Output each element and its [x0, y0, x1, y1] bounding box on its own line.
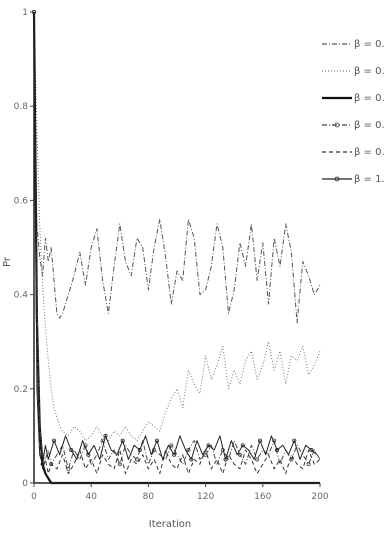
x-tick-label: 160 — [254, 492, 271, 502]
series-point-6 — [172, 452, 177, 457]
x-axis-title: Iteration — [149, 519, 191, 530]
series-point-6 — [223, 457, 228, 462]
y-tick-label: 0.2 — [14, 385, 28, 395]
series-group — [32, 9, 321, 485]
series-point-6 — [103, 433, 108, 438]
series-point-4 — [186, 448, 191, 453]
series-line-4 — [33, 11, 321, 470]
x-tick-label: 200 — [311, 492, 328, 502]
series-line-5 — [33, 11, 321, 475]
series-point-4 — [169, 443, 174, 448]
legend-label-5: β = 0.9 — [354, 147, 384, 158]
series-point-6 — [69, 448, 74, 453]
series-line-2 — [33, 11, 321, 442]
x-tick-label: 0 — [31, 492, 37, 502]
series-point-6 — [120, 438, 125, 443]
series-point-6 — [40, 462, 45, 467]
legend-label-3: β = 0.5 — [354, 93, 384, 104]
series-point-4 — [255, 457, 260, 462]
axes: 0 40 80 120 160 200 0 0.2 0.4 0.6 0.8 1 — [14, 8, 329, 502]
legend-label-2: β = 0.3 — [354, 66, 384, 77]
y-tick-label: 0 — [22, 479, 28, 489]
series-point-6 — [309, 448, 314, 453]
x-tick-label: 120 — [197, 492, 214, 502]
series-point-4 — [117, 462, 122, 467]
series-line-6 — [33, 11, 318, 465]
legend-label-4: β = 0.7 — [354, 120, 384, 131]
y-tick-label: 1 — [22, 8, 28, 18]
series-line-3 — [32, 11, 320, 485]
series-line-1 — [33, 11, 321, 324]
series-point-6 — [240, 443, 245, 448]
series-point-6 — [86, 452, 91, 457]
y-tick-label: 0.6 — [14, 196, 29, 206]
series-point-6 — [275, 448, 280, 453]
series-point-4 — [237, 452, 242, 457]
legend-label-6: β = 1.0 — [354, 174, 384, 185]
legend-label-1: β = 0.1 — [354, 39, 384, 50]
series-point-4 — [134, 457, 139, 462]
series-point-6 — [52, 438, 57, 443]
series-point-6 — [137, 448, 142, 453]
series-point-6 — [292, 438, 297, 443]
y-tick-label: 0.8 — [14, 102, 29, 112]
series-point-4 — [306, 462, 311, 467]
series-point-6 — [206, 443, 211, 448]
series-point-4 — [49, 462, 54, 467]
series-point-6 — [257, 438, 262, 443]
legend: β = 0.1 β = 0.3 β = 0.5 β = 0.7 β = 0.9 β = 1… — [322, 39, 384, 185]
series-point-6 — [154, 438, 159, 443]
legend-marker-6 — [334, 176, 340, 182]
legend-marker-4 — [334, 122, 340, 128]
y-axis-title: Pr — [2, 256, 13, 267]
x-tick-label: 80 — [143, 492, 155, 502]
x-tick-label: 40 — [85, 492, 97, 502]
series-point-6 — [189, 457, 194, 462]
y-tick-label: 0.4 — [14, 291, 29, 301]
